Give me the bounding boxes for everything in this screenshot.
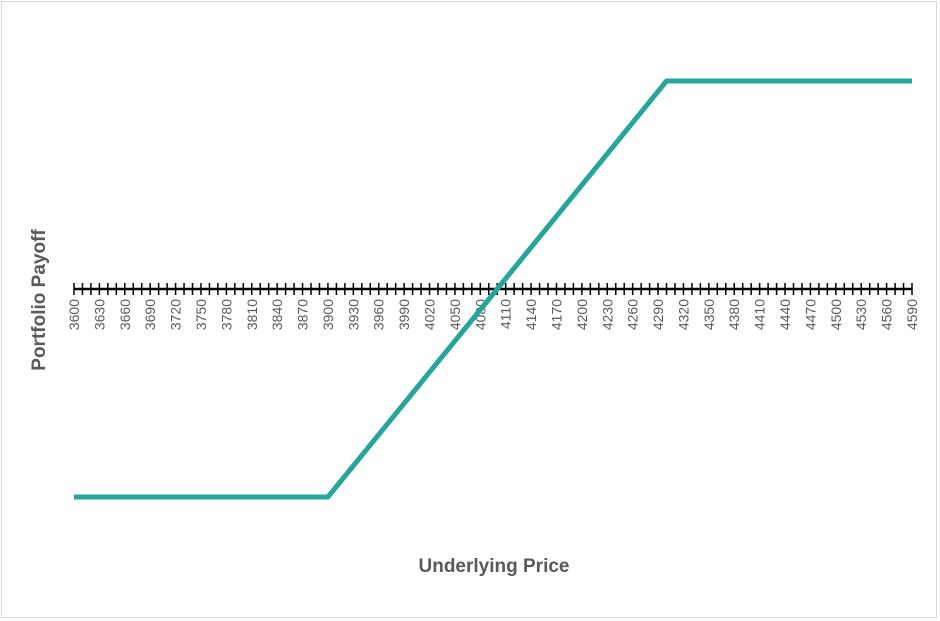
x-tick-label: 4320 [675,299,691,330]
x-tick-label: 3840 [269,299,285,330]
x-tick-label: 4260 [625,299,641,330]
x-tick-label: 4290 [650,299,666,330]
x-tick-label: 4560 [879,299,895,330]
x-tick-label: 4350 [701,299,717,330]
x-tick-label: 4050 [447,299,463,330]
x-tick-label: 4020 [422,299,438,330]
x-tick-label: 4170 [548,299,564,330]
x-tick-label: 3660 [117,299,133,330]
x-tick-label: 4500 [828,299,844,330]
x-tick-label: 3720 [168,299,184,330]
x-axis-title: Underlying Price [419,556,570,577]
payoff-line [74,78,912,500]
x-tick-label: 3990 [396,299,412,330]
x-tick-label: 4470 [802,299,818,330]
y-axis-title: Portfolio Payoff [29,229,50,371]
x-tick-label: 4230 [599,299,615,330]
x-tick-label: 4110 [498,299,514,329]
x-tick-label: 4590 [904,299,920,330]
x-tick-label: 4380 [726,299,742,330]
x-tick-label: 4440 [777,299,793,330]
x-tick-label: 3690 [142,299,158,330]
x-tick-label: 3750 [193,299,209,330]
x-tick-label: 3780 [218,299,234,330]
x-tick-label: 3960 [371,299,387,330]
x-tick-label: 4200 [574,299,590,330]
x-tick-label: 4530 [853,299,869,330]
x-tick-label: 4140 [523,299,539,330]
x-tick-label: 3600 [66,299,82,330]
x-tick-label: 3810 [244,299,260,330]
x-tick-label: 3900 [320,299,336,330]
x-tick-label: 3930 [345,299,361,330]
x-tick-label: 3630 [91,299,107,330]
x-tick-label: 3870 [295,299,311,330]
x-tick-label: 4410 [752,299,768,330]
